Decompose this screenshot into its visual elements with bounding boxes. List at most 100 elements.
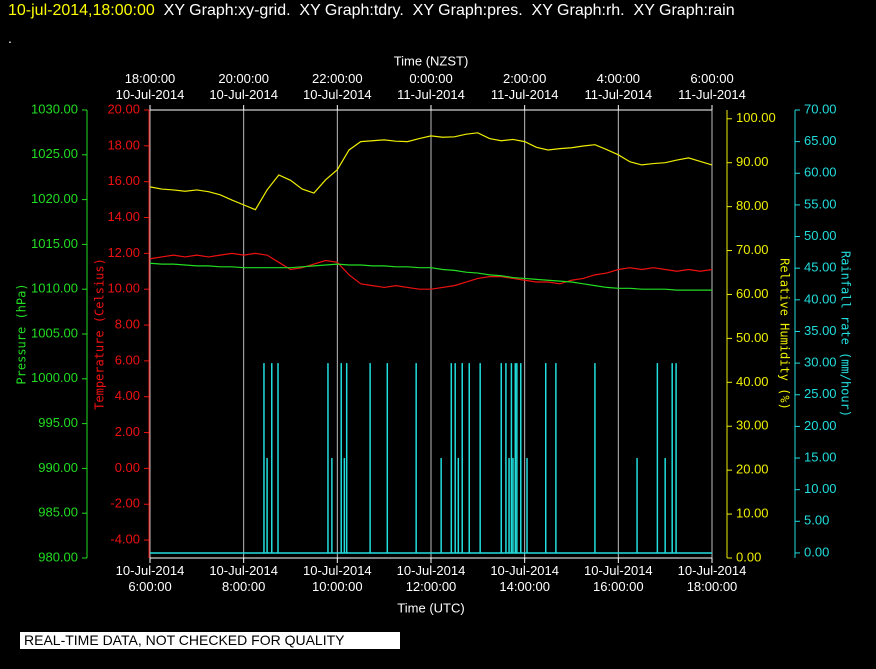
x2-tick-label: 2:00:00 11-Jul-2014 bbox=[491, 71, 559, 102]
y-tick-label: 1015.00 bbox=[31, 236, 78, 251]
y-tick-label: 60.00 bbox=[736, 286, 769, 301]
x2-tick-label-line: 10-Jul-2014 bbox=[209, 87, 278, 102]
x-tick-label: 10-Jul-2014 12:00:00 bbox=[397, 563, 466, 594]
x-tick-label-line: 14:00:00 bbox=[499, 579, 550, 594]
x2-tick-label-line: 11-Jul-2014 bbox=[397, 87, 465, 102]
y-tick-label: 90.00 bbox=[736, 154, 769, 169]
y-tick-label: 60.00 bbox=[804, 165, 837, 180]
x-tick-label-line: 10-Jul-2014 bbox=[209, 563, 278, 578]
y-axis-title: Rainfall rate (mm/hour) bbox=[839, 251, 853, 417]
y-tick-label: 30.00 bbox=[804, 355, 837, 370]
x-tick-label: 10-Jul-2014 6:00:00 bbox=[116, 563, 185, 594]
y-axis-title: Pressure (hPa) bbox=[15, 283, 29, 384]
x2-tick-label-line: 10-Jul-2014 bbox=[116, 87, 185, 102]
y-tick-label: 30.00 bbox=[736, 418, 769, 433]
y-tick-label: 990.00 bbox=[38, 460, 78, 475]
x2-tick-label-line: 2:00:00 bbox=[503, 71, 546, 86]
y-tick-label: 40.00 bbox=[804, 291, 837, 306]
y-tick-label: 4.00 bbox=[115, 388, 140, 403]
x2-tick-label: 22:00:00 10-Jul-2014 bbox=[303, 71, 372, 102]
x2-tick-label: 6:00:00 11-Jul-2014 bbox=[678, 71, 746, 102]
y-tick-label: 0.00 bbox=[736, 549, 761, 564]
y-tick-label: 6.00 bbox=[115, 352, 140, 367]
y-tick-label: 18.00 bbox=[107, 137, 140, 152]
x2-tick-label: 4:00:00 11-Jul-2014 bbox=[584, 71, 652, 102]
y-tick-label: 40.00 bbox=[736, 374, 769, 389]
x2-tick-label-line: 10-Jul-2014 bbox=[303, 87, 372, 102]
y-tick-label: 100.00 bbox=[736, 110, 776, 125]
x-tick-label-line: 12:00:00 bbox=[406, 579, 457, 594]
y-tick-label: 1025.00 bbox=[31, 146, 78, 161]
y-tick-label: 2.00 bbox=[115, 424, 140, 439]
y-tick-label: 50.00 bbox=[736, 330, 769, 345]
y-tick-label: 14.00 bbox=[107, 209, 140, 224]
y-tick-label: 1000.00 bbox=[31, 370, 78, 385]
y-tick-label: 10.00 bbox=[107, 281, 140, 296]
x-tick-label: 10-Jul-2014 18:00:00 bbox=[678, 563, 747, 594]
y-tick-label: 80.00 bbox=[736, 198, 769, 213]
y-tick-label: 5.00 bbox=[804, 513, 829, 528]
y-tick-label: 1010.00 bbox=[31, 281, 78, 296]
x-title: Time (UTC) bbox=[397, 600, 464, 615]
x2-tick-label-line: 18:00:00 bbox=[125, 71, 176, 86]
y-tick-label: 45.00 bbox=[804, 260, 837, 275]
y-tick-label: 70.00 bbox=[804, 101, 837, 116]
y-axis-title: Relative Humidity (%) bbox=[778, 258, 792, 410]
x-tick-label-line: 10-Jul-2014 bbox=[584, 563, 653, 578]
y-tick-label: 15.00 bbox=[804, 449, 837, 464]
y-tick-label: -4.00 bbox=[110, 532, 140, 547]
x-tick-label-line: 6:00:00 bbox=[128, 579, 171, 594]
y-tick-label: 20.00 bbox=[804, 418, 837, 433]
timestamp: 10-jul-2014,18:00:00 bbox=[8, 2, 155, 19]
x-tick-label: 10-Jul-2014 10:00:00 bbox=[303, 563, 372, 594]
y-tick-label: 10.00 bbox=[736, 506, 769, 521]
x2-tick-label-line: 0:00:00 bbox=[409, 71, 452, 86]
header: 10-jul-2014,18:00:00 XY Graph:xy-grid. X… bbox=[8, 2, 735, 20]
x2-tick-label: 18:00:00 10-Jul-2014 bbox=[116, 71, 185, 102]
y-tick-label: 16.00 bbox=[107, 173, 140, 188]
x-tick-label-line: 10:00:00 bbox=[312, 579, 363, 594]
y-tick-label: 995.00 bbox=[38, 415, 78, 430]
y-tick-label: 20.00 bbox=[107, 101, 140, 116]
x-tick-label-line: 8:00:00 bbox=[222, 579, 265, 594]
y-tick-label: 1030.00 bbox=[31, 101, 78, 116]
x2-tick-label-line: 4:00:00 bbox=[597, 71, 640, 86]
y-tick-label: 0.00 bbox=[115, 460, 140, 475]
y-tick-label: 50.00 bbox=[804, 228, 837, 243]
y-tick-label: -2.00 bbox=[110, 496, 140, 511]
y-tick-label: 65.00 bbox=[804, 133, 837, 148]
x2-tick-label-line: 20:00:00 bbox=[218, 71, 269, 86]
y-tick-label: 25.00 bbox=[804, 386, 837, 401]
x-tick-label-line: 10-Jul-2014 bbox=[397, 563, 466, 578]
x-tick-label-line: 10-Jul-2014 bbox=[116, 563, 185, 578]
series-line bbox=[149, 252, 713, 290]
x-tick-label: 10-Jul-2014 16:00:00 bbox=[584, 563, 653, 594]
x2-tick-label: 20:00:00 10-Jul-2014 bbox=[209, 71, 278, 102]
x-tick-label-line: 10-Jul-2014 bbox=[490, 563, 559, 578]
quality-notice: REAL-TIME DATA, NOT CHECKED FOR QUALITY bbox=[20, 632, 400, 649]
header-dot: . bbox=[8, 30, 12, 46]
y-tick-label: 35.00 bbox=[804, 323, 837, 338]
x-tick-label-line: 10-Jul-2014 bbox=[303, 563, 372, 578]
y-tick-label: 20.00 bbox=[736, 462, 769, 477]
x-tick-label-line: 10-Jul-2014 bbox=[678, 563, 747, 578]
x2-tick-label-line: 11-Jul-2014 bbox=[678, 87, 746, 102]
x-tick-label-line: 16:00:00 bbox=[593, 579, 644, 594]
y-tick-label: 12.00 bbox=[107, 245, 140, 260]
x2-tick-label-line: 22:00:00 bbox=[312, 71, 363, 86]
y-tick-label: 985.00 bbox=[38, 505, 78, 520]
y-tick-label: 0.00 bbox=[804, 544, 829, 559]
y-tick-label: 55.00 bbox=[804, 196, 837, 211]
series-line bbox=[149, 262, 712, 291]
x2-tick-label-line: 11-Jul-2014 bbox=[491, 87, 559, 102]
series-line bbox=[149, 132, 713, 211]
graph-list: XY Graph:xy-grid. XY Graph:tdry. XY Grap… bbox=[163, 2, 735, 19]
y-tick-label: 10.00 bbox=[804, 481, 837, 496]
x2-tick-label-line: 11-Jul-2014 bbox=[584, 87, 652, 102]
y-tick-label: 70.00 bbox=[736, 242, 769, 257]
x-tick-label-line: 18:00:00 bbox=[687, 579, 738, 594]
x2-tick-label: 0:00:00 11-Jul-2014 bbox=[397, 71, 465, 102]
x2-title: Time (NZST) bbox=[394, 53, 469, 68]
x2-tick-label-line: 6:00:00 bbox=[690, 71, 733, 86]
